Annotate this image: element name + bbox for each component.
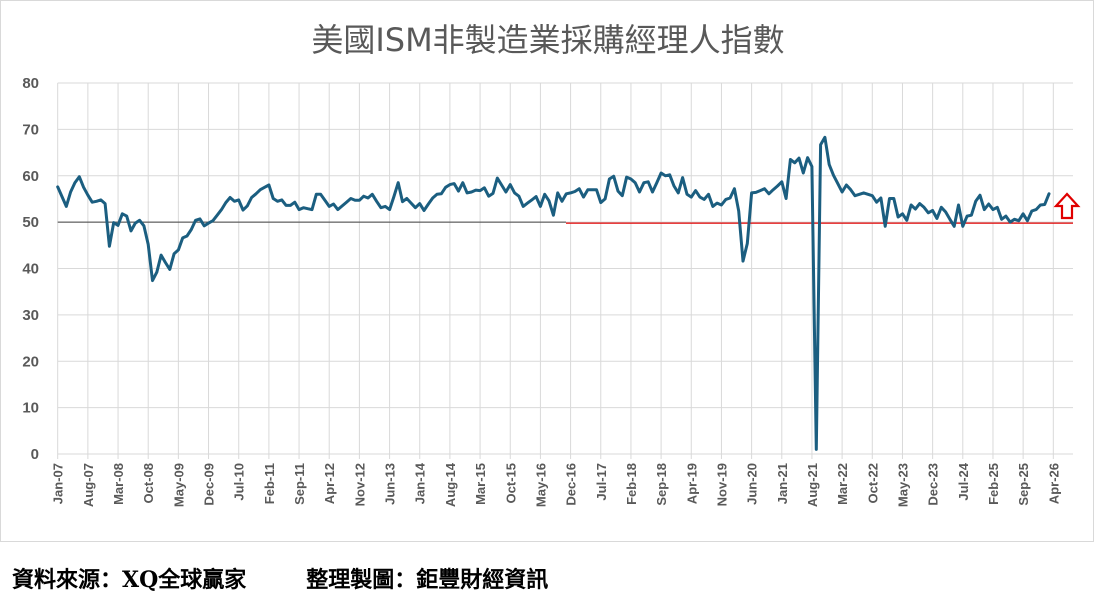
series-line — [56, 135, 1051, 451]
x-tick-label: Jul-10 — [232, 463, 247, 501]
x-tick-label: Jan-14 — [413, 462, 428, 504]
y-tick-label: 20 — [22, 353, 39, 370]
x-tick-label: Aug-14 — [443, 462, 458, 507]
x-axis-ticks: Jan-07 Aug-07 Mar-08 Oct-08 May-09 Dec-09 Jul-… — [51, 462, 1062, 507]
x-tick-label: Dec-23 — [926, 463, 941, 506]
x-tick-label: Mar-08 — [111, 463, 126, 505]
y-tick-label: 60 — [22, 168, 39, 185]
y-axis-ticks: 0 10 20 30 40 50 60 70 80 — [22, 75, 39, 463]
source-note: 資料來源：XQ全球贏家 — [12, 567, 247, 593]
gridlines — [57, 82, 1073, 459]
y-tick-label: 30 — [22, 307, 39, 324]
x-tick-label: Jan-21 — [775, 463, 790, 504]
x-tick-label: Sep-25 — [1016, 463, 1031, 506]
x-tick-label: Jan-07 — [51, 463, 66, 504]
x-tick-label: Sep-18 — [654, 463, 669, 506]
x-tick-label: Nov-12 — [352, 463, 367, 506]
x-tick-label: Apr-12 — [322, 463, 337, 504]
x-tick-label: Aug-07 — [81, 463, 96, 507]
y-tick-label: 10 — [22, 400, 39, 417]
chart-area: 美國ISM非製造業採購經理人指數 0 10 20 30 40 50 60 70 80 Jan-0… — [0, 0, 1094, 542]
x-tick-label: Apr-19 — [684, 463, 699, 504]
x-tick-label: Dec-09 — [202, 463, 217, 506]
x-tick-label: Apr-26 — [1046, 463, 1061, 504]
x-tick-label: Oct-15 — [503, 463, 518, 503]
x-tick-label: Feb-11 — [262, 463, 277, 504]
x-tick-label: Jul-17 — [594, 463, 609, 501]
x-tick-label: May-09 — [171, 463, 186, 507]
x-tick-label: Sep-11 — [292, 463, 307, 505]
credit-note: 整理製圖：鉅豐財經資訊 — [306, 567, 549, 593]
x-tick-label: Mar-22 — [835, 463, 850, 505]
up-arrow-outline-icon — [1053, 192, 1081, 220]
x-tick-label: May-16 — [533, 463, 548, 507]
y-tick-label: 0 — [31, 446, 39, 463]
y-tick-label: 40 — [22, 261, 39, 278]
x-tick-label: May-23 — [895, 463, 910, 507]
x-tick-label: Feb-18 — [624, 463, 639, 505]
line-chart: 0 10 20 30 40 50 60 70 80 Jan-07 Aug-07 Mar-08 Oct-… — [22, 75, 1081, 507]
x-tick-label: Nov-19 — [714, 463, 729, 506]
x-tick-label: Oct-08 — [141, 463, 156, 503]
x-tick-label: Oct-22 — [865, 463, 880, 503]
x-tick-label: Mar-15 — [473, 463, 488, 505]
x-tick-label: Aug-21 — [805, 463, 820, 507]
x-tick-label: Dec-16 — [564, 463, 579, 506]
x-tick-label: Jun-20 — [745, 463, 760, 505]
y-tick-label: 80 — [22, 75, 39, 92]
chart-title: 美國ISM非製造業採購經理人指數 — [311, 21, 785, 59]
x-tick-label: Jun-13 — [383, 463, 398, 505]
x-tick-label: Feb-25 — [986, 463, 1001, 505]
series-layer — [56, 135, 1051, 451]
y-tick-label: 70 — [22, 121, 39, 138]
x-tick-label: Jul-24 — [956, 462, 971, 500]
footer: 資料來源：XQ全球贏家 整理製圖：鉅豐財經資訊 — [12, 562, 608, 594]
y-tick-label: 50 — [22, 214, 39, 231]
